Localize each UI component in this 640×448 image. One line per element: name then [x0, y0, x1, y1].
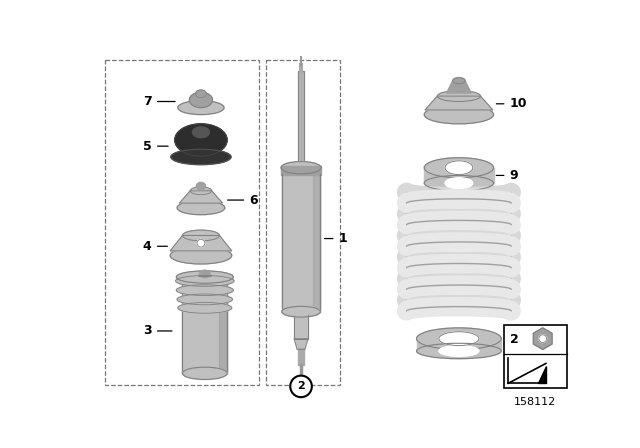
Text: 2: 2: [509, 332, 518, 345]
Ellipse shape: [178, 302, 232, 313]
Ellipse shape: [281, 162, 321, 174]
Ellipse shape: [424, 158, 493, 178]
Polygon shape: [294, 339, 308, 349]
Ellipse shape: [437, 91, 481, 102]
Text: 10: 10: [509, 97, 527, 110]
Ellipse shape: [439, 345, 479, 356]
Polygon shape: [424, 168, 493, 183]
Text: 1: 1: [339, 232, 348, 245]
Ellipse shape: [170, 247, 232, 264]
Ellipse shape: [196, 90, 206, 98]
Text: 5: 5: [143, 140, 152, 153]
Bar: [504, 325, 566, 388]
Ellipse shape: [175, 124, 227, 156]
Bar: [294, 314, 308, 339]
Polygon shape: [417, 339, 501, 351]
Ellipse shape: [452, 78, 465, 84]
Bar: [298, 71, 304, 169]
Ellipse shape: [193, 127, 209, 138]
Ellipse shape: [424, 176, 493, 191]
Polygon shape: [538, 366, 546, 383]
Text: 158112: 158112: [514, 397, 556, 407]
Ellipse shape: [417, 343, 501, 359]
Ellipse shape: [282, 306, 320, 317]
Ellipse shape: [171, 149, 231, 165]
Ellipse shape: [177, 201, 225, 215]
Bar: [298, 348, 304, 365]
Text: 3: 3: [143, 324, 152, 337]
Ellipse shape: [176, 271, 234, 283]
Circle shape: [539, 335, 547, 343]
Ellipse shape: [177, 294, 232, 305]
Polygon shape: [425, 96, 493, 110]
Ellipse shape: [200, 270, 210, 278]
Ellipse shape: [182, 367, 227, 379]
Ellipse shape: [445, 161, 473, 175]
Bar: [266, 60, 340, 385]
Bar: [281, 166, 321, 176]
Ellipse shape: [424, 105, 493, 124]
Bar: [312, 174, 320, 312]
Text: 8: 8: [525, 338, 534, 351]
Bar: [220, 277, 227, 373]
Ellipse shape: [176, 285, 234, 296]
Text: 6: 6: [250, 194, 258, 207]
Ellipse shape: [189, 92, 212, 108]
Circle shape: [291, 375, 312, 397]
Polygon shape: [179, 191, 223, 203]
Ellipse shape: [175, 276, 234, 286]
Ellipse shape: [190, 187, 212, 195]
Bar: [294, 314, 308, 339]
Text: 4: 4: [143, 240, 152, 253]
Text: 7: 7: [143, 95, 152, 108]
Ellipse shape: [294, 311, 308, 317]
Ellipse shape: [445, 178, 473, 189]
Ellipse shape: [196, 182, 205, 190]
Ellipse shape: [417, 328, 501, 349]
Circle shape: [197, 239, 205, 247]
Polygon shape: [533, 328, 552, 349]
Ellipse shape: [178, 101, 224, 115]
Bar: [182, 277, 227, 373]
Ellipse shape: [439, 332, 479, 345]
Ellipse shape: [182, 230, 220, 241]
Bar: [105, 60, 259, 385]
Polygon shape: [447, 81, 471, 93]
Polygon shape: [170, 236, 232, 251]
Bar: [298, 71, 304, 169]
Text: 9: 9: [509, 169, 518, 182]
Bar: [282, 174, 320, 312]
Text: 2: 2: [297, 381, 305, 392]
